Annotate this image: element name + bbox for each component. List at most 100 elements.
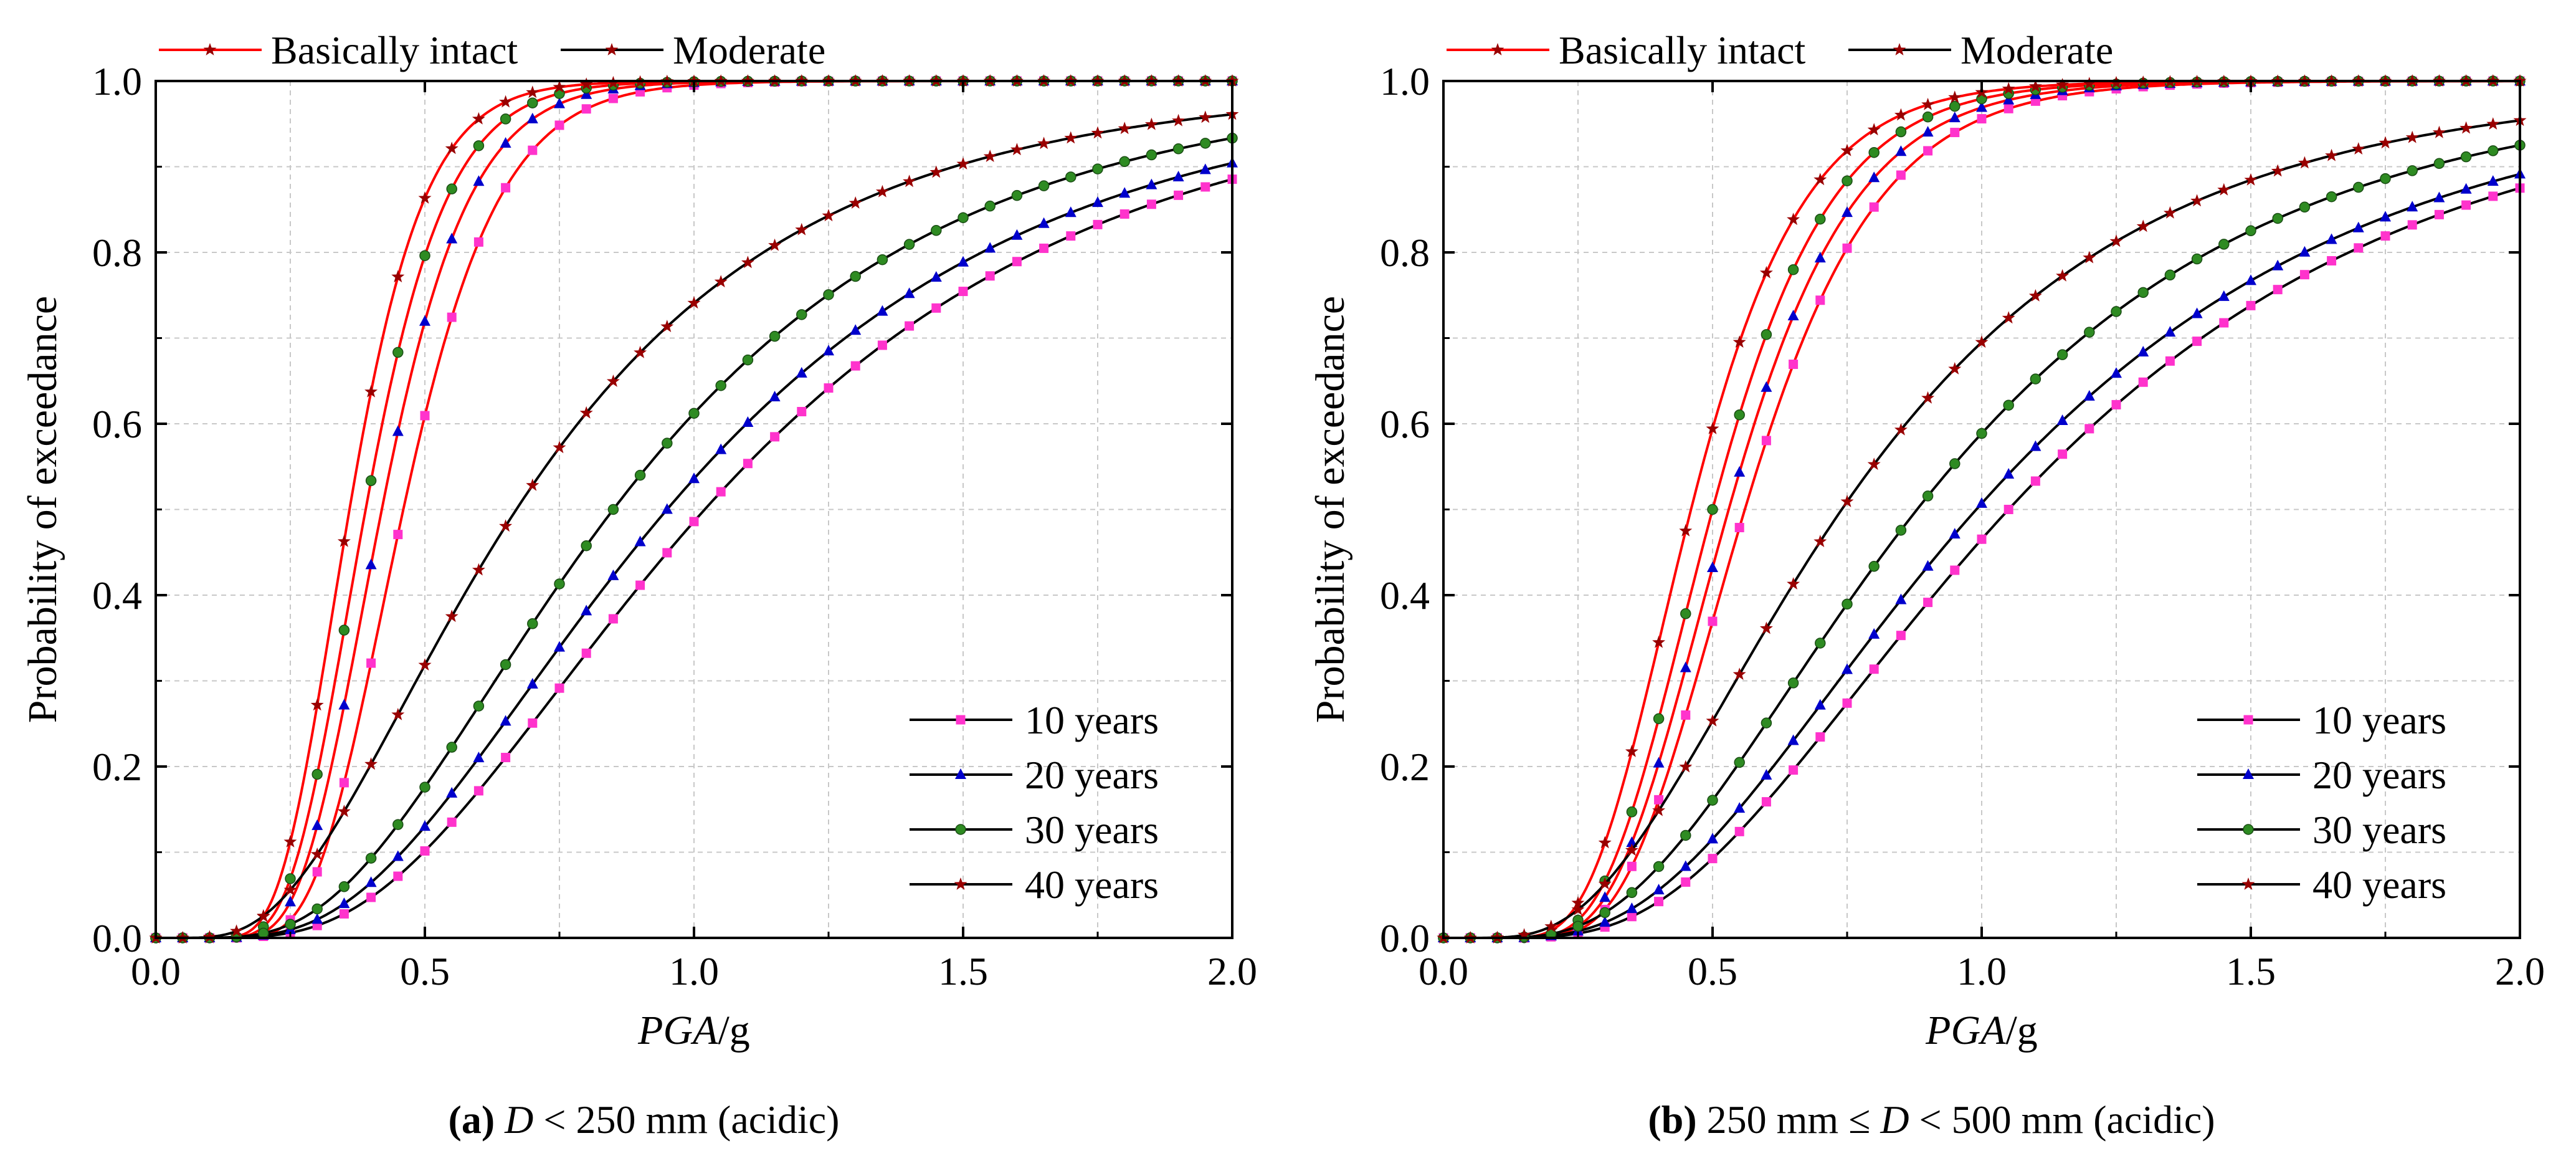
chart-b-point [1734,466,1746,477]
chart-b-point [1976,101,1987,112]
chart-b-point [1599,907,1610,919]
chart-b-point [2219,318,2229,328]
chart-b-markers-5 [1438,168,2526,942]
chart-a-point [418,658,432,671]
chart-a-point [202,930,216,943]
chart-panel-a: 0.0 0.5 1.0 1.5 2.0 0.0 0.2 0.4 0.6 0.8 1.0 PGA/g Pr… [20,28,1257,1142]
chart-a-point [554,641,565,652]
chart-b-point [1868,146,1880,158]
chart-b-point [1896,170,1906,180]
chart-a-point [768,238,782,251]
chart-a-point [499,519,513,532]
chart-b-legend-states: Basically intact Moderate [1447,28,2113,72]
chart-b-point [2030,476,2040,486]
chart-a-point [875,184,889,198]
chart-b-point [1815,295,1825,305]
caption-a-text: < 250 mm (acidic) [533,1097,840,1142]
chart-a-point [958,287,968,297]
chart-b-point [2137,345,2149,356]
chart-a-point [392,425,404,436]
chart-b-point [1868,628,1880,639]
chart-b-legend-state-label: Moderate [1961,28,2113,72]
chart-b-point [2164,269,2176,281]
chart-b-legend-year-label: 10 years [2312,698,2446,742]
chart-b-legend-state-star [1491,43,1504,55]
chart-a-point [446,183,457,194]
chart-a-point [985,271,995,281]
chart-a-point [877,340,887,350]
chart-b-point [2298,156,2311,169]
chart-a-point [607,569,619,580]
chart-a-svg: 0.0 0.5 1.0 1.5 2.0 0.0 0.2 0.4 0.6 0.8 1.0 PGA/g Pr… [20,28,1257,1053]
chart-a-point [339,778,349,788]
chart-b-point [2488,191,2498,201]
chart-b-ytick-label: 0.2 [1380,745,1430,789]
chart-a-point [285,919,296,930]
chart-b-point [1761,329,1772,340]
chart-b-point [1734,523,1744,533]
chart-a-point [983,150,997,162]
chart-b-markers-7 [1437,113,2527,944]
chart-a-point [526,677,538,689]
chart-a-point [1199,110,1212,123]
chart-b-point [1544,919,1558,932]
chart-b-point [2163,206,2177,219]
chart-b-point [1814,252,1826,263]
chart-a-point [392,346,404,358]
chart-b-point [2380,231,2390,241]
chart-a-legend-year-marker [954,877,967,890]
chart-b-point [1921,391,1935,404]
chart-a-point [365,558,377,570]
chart-b-point [1949,458,1961,469]
chart-b-point [2434,209,2444,219]
chart-a-point [770,432,780,442]
chart-b-point [2380,173,2391,184]
chart-b-point [1977,114,1987,124]
chart-a-point [581,88,592,99]
chart-a-point [310,698,324,711]
chart-a-point [500,659,511,671]
chart-b-point [2191,253,2203,265]
chart-b-point [1625,745,1638,757]
chart-b-point [1949,100,1961,112]
caption-b-text: < 500 mm (acidic) [1909,1097,2215,1142]
chart-a-point [446,232,458,244]
chart-b-point [2002,82,2015,95]
chart-b-point [1680,829,1691,841]
chart-a-ylabel: Probability of exceedance [20,296,65,723]
chart-b-point [1681,877,1691,887]
chart-b-point [1814,699,1826,710]
chart-a-point [1146,149,1157,161]
chart-a-legend-year-marker [956,715,966,725]
chart-a-ytick-label: 0.8 [92,231,142,275]
chart-a-point [1174,190,1184,200]
chart-a-point [391,707,405,720]
chart-a-xlabel: PGA/g [637,1008,750,1053]
chart-a-point [579,406,593,419]
chart-b-point [1869,664,1879,674]
chart-b-point [1679,760,1693,773]
chart-b-point [1681,710,1691,720]
chart-b-point [1761,381,1772,392]
chart-a-point [1066,231,1076,241]
chart-a-ytick-label: 0.6 [92,402,142,446]
chart-b-legend-state-label: Basically intact [1559,28,1806,72]
chart-a-point [581,104,591,114]
chart-b-point [1895,593,1907,604]
chart-b-point [1789,360,1799,370]
chart-a-xtick-label: 2.0 [1207,949,1257,993]
chart-a-point [337,805,351,818]
chart-a-point [338,624,350,636]
chart-a-point [1010,143,1024,156]
chart-b-point [2273,285,2283,295]
chart-a-point [526,85,539,98]
chart-a-point [687,296,701,309]
chart-b-point [2407,220,2417,230]
chart-a-point [419,820,430,831]
chart-a-point [311,768,323,780]
chart-a-point [1037,136,1051,150]
chart-a-ytick-label: 0.2 [92,745,142,789]
chart-a-point [743,459,753,469]
chart-a-point [930,270,942,282]
chart-a-point [366,658,376,668]
